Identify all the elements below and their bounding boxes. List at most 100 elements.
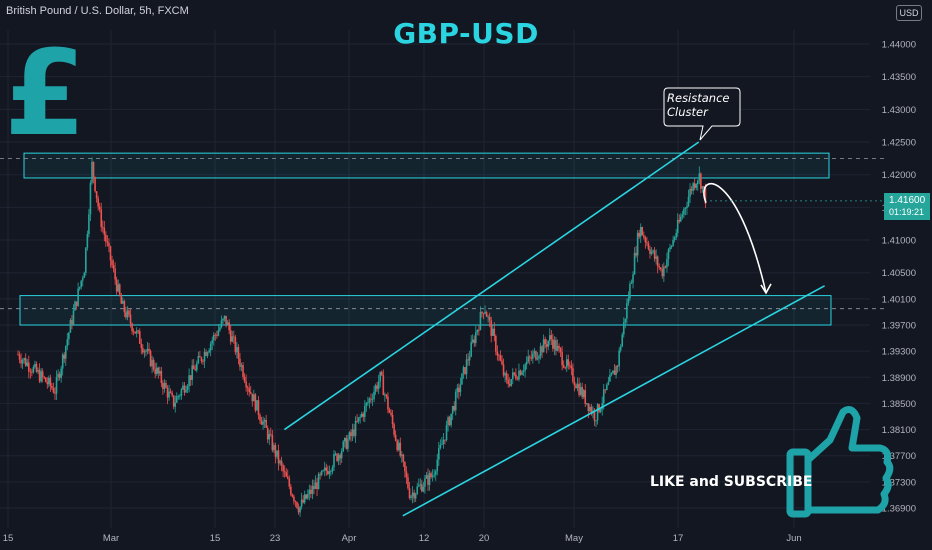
candle-body — [302, 499, 304, 503]
candle-body — [186, 386, 189, 390]
candle-body — [106, 241, 109, 243]
candle-body — [327, 470, 329, 475]
candle-body — [333, 453, 335, 468]
candle-body — [414, 493, 417, 499]
candle-body — [305, 494, 308, 499]
candle-body — [684, 208, 687, 209]
candle-body — [643, 235, 645, 238]
candle-body — [621, 334, 624, 347]
candle-body — [572, 368, 574, 382]
candle-body — [194, 369, 197, 371]
candle-body — [622, 322, 625, 335]
candle-body — [236, 347, 238, 353]
candle-body — [239, 358, 241, 367]
chart-title: GBP-USD — [393, 17, 539, 50]
candle-body — [208, 350, 210, 353]
candle-body — [700, 173, 702, 189]
candle-body — [370, 398, 372, 400]
candle-body — [71, 320, 73, 325]
candle-body — [360, 413, 363, 417]
y-tick-label: 1.37700 — [882, 451, 916, 462]
candle-body — [635, 252, 637, 256]
candle-body — [453, 405, 456, 411]
candle-body — [515, 374, 517, 379]
candle-body — [245, 381, 247, 388]
zone-rect — [23, 152, 830, 179]
candle-body — [322, 470, 325, 472]
candle-body — [291, 494, 294, 497]
candle-body — [482, 313, 485, 315]
candle-body — [639, 227, 642, 237]
candle-body — [86, 233, 89, 248]
currency-button[interactable]: USD — [896, 5, 922, 21]
candle-body — [92, 161, 95, 178]
candle-body — [308, 489, 311, 495]
resistance-callout — [663, 87, 741, 141]
candle-body — [439, 444, 442, 449]
candle-body — [182, 385, 184, 390]
candle-body — [137, 330, 140, 332]
candle-body — [527, 356, 530, 362]
candle-body — [478, 329, 480, 331]
candle-body — [610, 373, 613, 376]
candle-body — [495, 335, 497, 352]
candle-body — [348, 432, 351, 440]
candle-body — [17, 354, 19, 356]
candle-body — [456, 387, 459, 392]
candle-body — [405, 471, 408, 478]
candle-body — [459, 384, 462, 393]
callout-line-1: Resistance — [667, 91, 730, 105]
candle-body — [142, 348, 144, 353]
candle-body — [454, 391, 457, 411]
candle-body — [357, 417, 360, 422]
candle-body — [313, 486, 315, 490]
candle-body — [667, 249, 670, 260]
candle-body — [676, 219, 679, 233]
candle-body — [524, 364, 526, 371]
candle-body — [484, 312, 486, 314]
candle-body — [259, 415, 261, 421]
candle-body — [547, 340, 550, 347]
candle-body — [169, 391, 172, 393]
candle-body — [249, 392, 252, 394]
candle-body — [172, 395, 175, 407]
candle-body — [387, 396, 389, 410]
candle-body — [98, 206, 101, 210]
candle-body — [567, 359, 570, 366]
candle-body — [100, 209, 103, 227]
x-tick-label: Mar — [103, 533, 119, 544]
candle-body — [229, 330, 232, 342]
candle-body — [659, 267, 662, 269]
candle-body — [374, 385, 377, 392]
candle-body — [615, 366, 617, 375]
candle-body — [334, 453, 337, 455]
candle-body — [393, 424, 395, 435]
candle-body — [367, 402, 369, 404]
candle-body — [44, 377, 47, 383]
candle-body — [217, 330, 220, 336]
candle-body — [120, 295, 123, 304]
candle-body — [54, 392, 56, 394]
candle-body — [587, 403, 590, 412]
candle-body — [266, 427, 269, 440]
candle-body — [200, 357, 203, 362]
candle-body — [558, 345, 560, 349]
candle-body — [223, 315, 226, 319]
candle-body — [202, 361, 204, 362]
candle-body — [263, 419, 266, 422]
candle-body — [553, 340, 556, 349]
candle-body — [303, 494, 306, 503]
candle-body — [251, 393, 254, 402]
candle-body — [297, 507, 300, 513]
candle-body — [126, 310, 129, 318]
candle-body — [493, 328, 496, 336]
candle-body — [655, 256, 657, 259]
candle-body — [268, 434, 271, 440]
candle-body — [58, 373, 61, 378]
candle-body — [573, 381, 576, 386]
y-tick-label: 1.40500 — [882, 268, 916, 279]
candle-body — [260, 420, 263, 425]
candle-body — [695, 184, 698, 188]
candle-body — [663, 266, 665, 277]
